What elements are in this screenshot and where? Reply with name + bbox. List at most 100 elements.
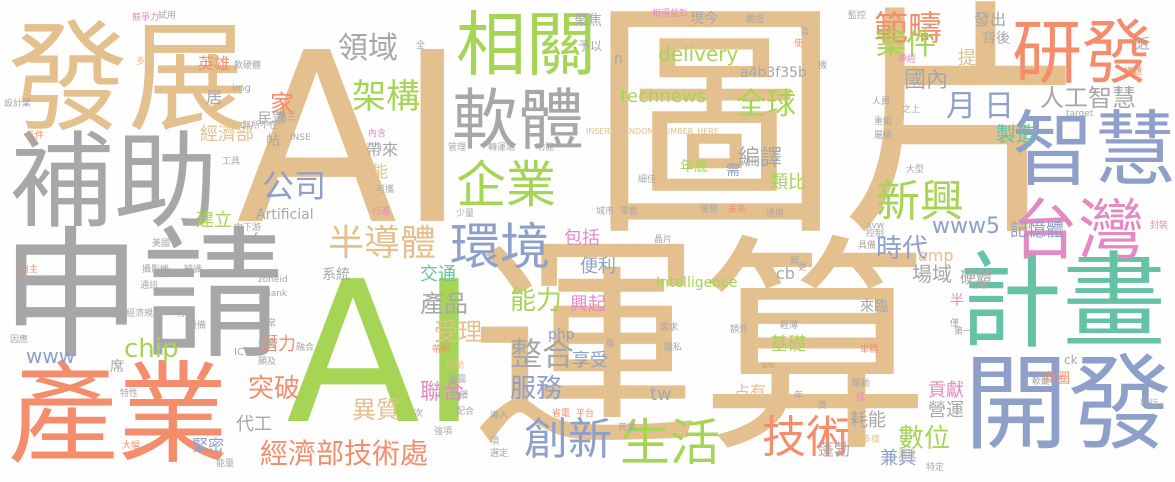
cloud-word: 場域 xyxy=(912,262,952,286)
cloud-word: 突破 xyxy=(248,374,301,404)
cloud-word: AI xyxy=(236,2,468,277)
cloud-word: 近 xyxy=(1136,37,1150,53)
cloud-word: 轉運站 xyxy=(488,143,516,153)
cloud-word: 控制 xyxy=(866,229,885,239)
cloud-word: a xyxy=(262,331,269,342)
cloud-word: 智慧 xyxy=(1012,103,1175,198)
cloud-word: 回饋 xyxy=(450,391,469,401)
cloud-word: 產業 xyxy=(8,351,228,479)
cloud-word: 聯合 xyxy=(420,380,465,405)
cloud-word: 年底 xyxy=(680,159,708,175)
cloud-word: n xyxy=(614,51,623,67)
cloud-word: 包括 xyxy=(564,228,600,249)
cloud-word: 聚焦 xyxy=(574,13,602,29)
cloud-word: ck xyxy=(1064,353,1078,367)
cloud-word: 項 xyxy=(490,437,500,447)
cloud-word: 額外 xyxy=(730,325,749,335)
cloud-word: chip xyxy=(124,334,179,364)
cloud-word: 第一 xyxy=(954,327,973,337)
cloud-word: 資 xyxy=(818,401,828,411)
cloud-word: 計畫 xyxy=(958,241,1167,363)
cloud-word: 軟體 xyxy=(452,82,584,159)
cloud-word: 範疇 xyxy=(874,9,942,49)
cloud-word: 版 xyxy=(606,339,616,349)
cloud-word: target xyxy=(1066,109,1094,119)
cloud-word: 異質 xyxy=(352,396,400,424)
cloud-word: 現今 xyxy=(690,11,718,27)
cloud-word: 監控 xyxy=(848,11,867,21)
cloud-word: 啟動 xyxy=(446,361,465,371)
cloud-word: 創新 xyxy=(524,414,612,465)
cloud-word: 時代 xyxy=(876,234,929,264)
cloud-word: 案件 xyxy=(876,27,936,62)
cloud-word: 記憶體 xyxy=(1010,220,1064,241)
cloud-word: 因應 xyxy=(10,335,29,345)
cloud-word: 席 xyxy=(110,359,124,375)
cloud-word: 建立 xyxy=(196,210,232,231)
cloud-word: 公司 xyxy=(262,167,327,205)
cloud-word: 代工 xyxy=(236,414,272,435)
cloud-word: 服務 xyxy=(510,374,563,404)
cloud-word: 自主 xyxy=(20,265,39,275)
cloud-word: 蓬勃 xyxy=(818,440,851,459)
cloud-word: 城市 xyxy=(596,207,615,217)
cloud-word: 需 xyxy=(726,163,740,179)
cloud-word: 相關 xyxy=(456,4,596,86)
cloud-word: 人員 xyxy=(872,97,891,107)
cloud-word: 強項 xyxy=(434,427,453,437)
cloud-word: 特定 xyxy=(926,463,945,473)
cloud-word: 僅 xyxy=(950,319,960,329)
cloud-word: 企業 xyxy=(456,156,556,214)
cloud-word: INSE xyxy=(290,133,311,143)
cloud-word: 大型 xyxy=(906,165,925,175)
cloud-word: 受理 xyxy=(434,318,482,346)
cloud-word: 平台 xyxy=(576,409,595,419)
cloud-word: 隱私 xyxy=(664,343,683,353)
cloud-word: Intelligence xyxy=(656,275,738,291)
cloud-word: AI xyxy=(286,240,478,468)
cloud-word: 半導體 xyxy=(328,223,437,264)
cloud-word: 兼具 xyxy=(880,448,916,469)
cloud-word: 技術 xyxy=(762,412,850,463)
cloud-word: 占有 xyxy=(734,382,767,401)
cloud-word: 材料 xyxy=(176,309,195,319)
cloud-word: 機 xyxy=(818,61,828,71)
cloud-word: 類比 xyxy=(770,172,806,193)
cloud-word: 商圈 xyxy=(1042,371,1070,387)
cloud-word: php xyxy=(548,327,575,343)
cloud-word: 次 xyxy=(414,409,424,419)
cloud-word: 交通 xyxy=(420,264,456,285)
cloud-word: 零售 xyxy=(620,207,639,217)
cloud-word: 設計業 xyxy=(4,99,32,109)
cloud-word: 未來 xyxy=(728,205,747,215)
cloud-word: 日常 xyxy=(258,319,277,329)
cloud-word: 環境 xyxy=(450,218,550,276)
cloud-word: 經濟規 xyxy=(126,309,154,319)
cloud-word: 全 xyxy=(416,41,426,51)
cloud-word: 數位 xyxy=(898,424,951,454)
cloud-word: 多樣 xyxy=(862,435,881,445)
cloud-word: 屬級 xyxy=(874,131,893,141)
cloud-word: 執行 xyxy=(1140,399,1159,409)
cloud-word: 編譯 xyxy=(738,146,783,171)
cloud-word: 產品 xyxy=(420,290,468,318)
cloud-word: 相得益彰 xyxy=(652,9,689,19)
cloud-word: 導入 xyxy=(490,411,509,421)
cloud-word: 帖 xyxy=(266,133,280,149)
cloud-word: 重組 xyxy=(874,117,893,127)
cloud-word: 來臨 xyxy=(860,299,888,315)
cloud-word: 神經 xyxy=(898,55,917,65)
cloud-word: 帶來 xyxy=(366,140,399,159)
cloud-word: delivery xyxy=(658,42,739,66)
cloud-word: www5 xyxy=(932,214,1000,239)
cloud-word: 月 xyxy=(946,89,976,124)
cloud-word: 內含 xyxy=(368,129,387,139)
cloud-word: 配合 xyxy=(456,407,475,417)
cloud-word: 低 xyxy=(856,393,866,403)
cloud-word: 居 xyxy=(206,88,223,107)
cloud-word: zoneid xyxy=(258,275,288,285)
cloud-word: 特性 xyxy=(120,389,139,399)
cloud-word: 細佳 xyxy=(638,175,657,185)
cloud-word: 融合 xyxy=(296,343,315,353)
cloud-word: IC xyxy=(234,347,244,358)
